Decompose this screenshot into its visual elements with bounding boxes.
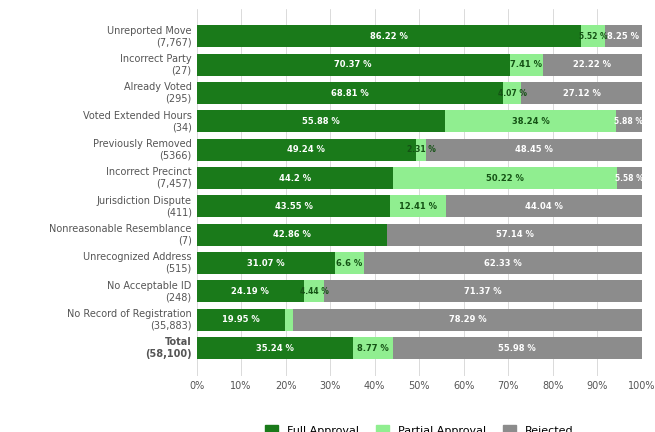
Bar — [196, 280, 304, 302]
Bar — [196, 110, 445, 133]
Text: 44.04 %: 44.04 % — [525, 202, 563, 211]
Text: 55.98 %: 55.98 % — [498, 343, 536, 353]
Text: 38.24 %: 38.24 % — [512, 117, 550, 126]
Text: 68.81 %: 68.81 % — [331, 89, 369, 98]
Text: 4.44 %: 4.44 % — [300, 287, 329, 296]
Bar — [196, 167, 394, 189]
Text: 71.37 %: 71.37 % — [464, 287, 502, 296]
Bar — [335, 252, 364, 274]
Text: 2.31 %: 2.31 % — [407, 145, 436, 154]
Text: 50.22 %: 50.22 % — [486, 174, 524, 183]
Bar — [196, 252, 335, 274]
Bar — [416, 139, 426, 161]
Bar — [426, 139, 642, 161]
Bar — [510, 54, 543, 76]
Bar — [394, 167, 617, 189]
Bar — [543, 54, 642, 76]
Bar — [364, 252, 642, 274]
Bar — [324, 280, 642, 302]
Bar — [196, 82, 503, 104]
Text: 86.22 %: 86.22 % — [369, 32, 407, 41]
Bar — [196, 195, 390, 217]
Bar — [616, 110, 642, 133]
Bar — [605, 25, 642, 48]
Bar — [445, 110, 616, 133]
Text: 48.45 %: 48.45 % — [515, 145, 553, 154]
Bar — [354, 337, 392, 359]
Text: 8.77 %: 8.77 % — [357, 343, 389, 353]
Bar — [196, 139, 416, 161]
Text: 12.41 %: 12.41 % — [399, 202, 437, 211]
Text: 57.14 %: 57.14 % — [496, 230, 534, 239]
Text: 70.37 %: 70.37 % — [335, 60, 372, 69]
Text: 35.24 %: 35.24 % — [256, 343, 294, 353]
Bar — [196, 224, 387, 246]
Bar — [196, 309, 286, 331]
Text: 78.29 %: 78.29 % — [449, 315, 487, 324]
Bar — [387, 224, 642, 246]
Bar — [196, 25, 580, 48]
Text: 27.12 %: 27.12 % — [563, 89, 601, 98]
Text: 55.88 %: 55.88 % — [302, 117, 340, 126]
Bar — [286, 309, 293, 331]
Text: 8.25 %: 8.25 % — [607, 32, 639, 41]
Text: 22.22 %: 22.22 % — [573, 60, 611, 69]
Text: 5.88 %: 5.88 % — [614, 117, 643, 126]
Legend: Full Approval, Partial Approval, Rejected: Full Approval, Partial Approval, Rejecte… — [261, 421, 578, 432]
Bar — [446, 195, 642, 217]
Text: 7.41 %: 7.41 % — [510, 60, 542, 69]
Text: 31.07 %: 31.07 % — [247, 259, 284, 267]
Text: 62.33 %: 62.33 % — [484, 259, 522, 267]
Text: 49.24 %: 49.24 % — [288, 145, 325, 154]
Text: 4.07 %: 4.07 % — [498, 89, 527, 98]
Bar — [293, 309, 642, 331]
Text: 5.58 %: 5.58 % — [615, 174, 644, 183]
Text: 5.52 %: 5.52 % — [578, 32, 607, 41]
Text: 44.2 %: 44.2 % — [279, 174, 311, 183]
Text: 19.95 %: 19.95 % — [222, 315, 260, 324]
Bar — [196, 337, 354, 359]
Bar — [392, 337, 642, 359]
Bar — [390, 195, 446, 217]
Bar — [617, 167, 642, 189]
Bar — [304, 280, 324, 302]
Bar — [521, 82, 642, 104]
Bar — [196, 54, 510, 76]
Bar — [580, 25, 605, 48]
Bar — [503, 82, 521, 104]
Text: 43.55 %: 43.55 % — [274, 202, 312, 211]
Text: 6.6 %: 6.6 % — [337, 259, 363, 267]
Text: 42.86 %: 42.86 % — [273, 230, 311, 239]
Text: 24.19 %: 24.19 % — [231, 287, 269, 296]
